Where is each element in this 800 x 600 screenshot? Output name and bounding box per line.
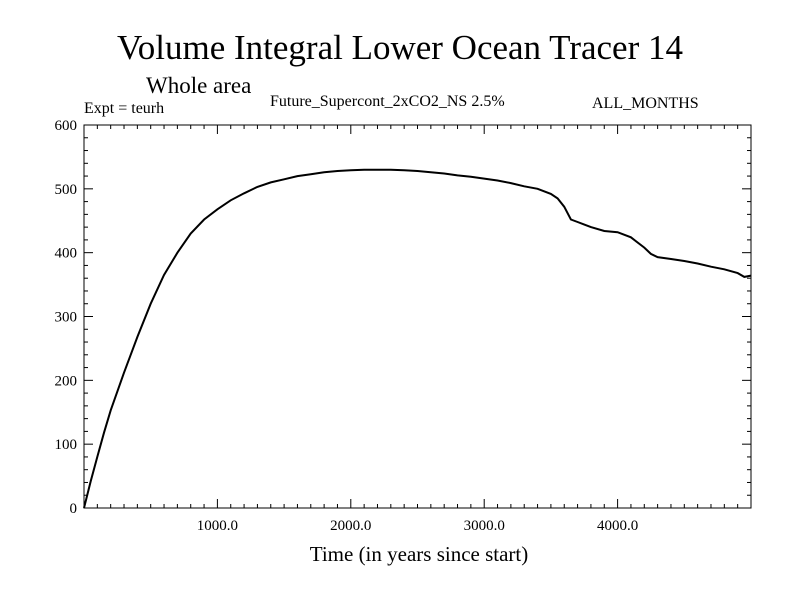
chart-subtitle: Whole area [146,73,252,98]
y-tick-label: 400 [55,246,78,262]
y-tick-label: 100 [55,437,78,453]
x-tick-label: 3000.0 [464,518,505,534]
y-tick-label: 600 [55,118,78,134]
axis-ticks [84,125,751,508]
series-line [83,168,752,509]
x-tick-label: 2000.0 [330,518,371,534]
axis-tick-labels: 1000.0 2000.0 3000.0 4000.0 0 100 200 300 400 500… [55,118,639,534]
y-tick-label: 300 [55,310,78,326]
y-tick-label: 0 [70,501,78,517]
plot-frame [83,124,752,509]
x-tick-label: 1000.0 [197,518,238,534]
months-label: ALL_MONTHS [592,95,699,112]
y-tick-label: 500 [55,182,78,198]
run-label: Future_Supercont_2xCO2_NS 2.5% [270,93,505,110]
x-axis-label: Time (in years since start) [309,542,529,566]
y-tick-label: 200 [55,373,78,389]
experiment-label: Expt = teurh [84,100,165,117]
chart-title: Volume Integral Lower Ocean Tracer 14 [117,28,683,67]
x-tick-label: 4000.0 [597,518,638,534]
